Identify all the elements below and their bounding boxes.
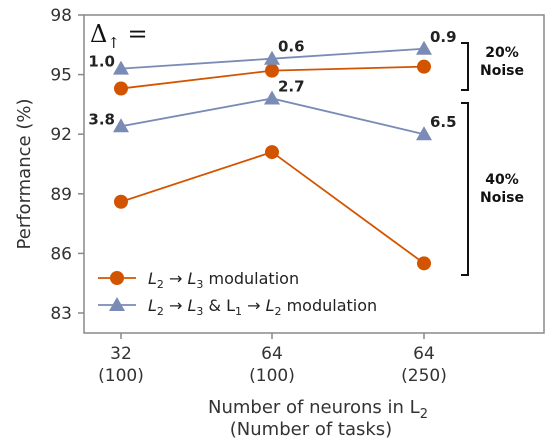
y-axis-title: Performance (%): [14, 99, 35, 250]
delta-title: Δ↑ =: [90, 20, 148, 52]
y-tick-label: 86: [50, 244, 72, 264]
data-point-triangle: [416, 40, 432, 55]
delta-annotation: 3.8: [88, 110, 115, 128]
bracket-20-line: [461, 42, 469, 91]
y-tick-label: 92: [50, 125, 72, 145]
data-point-circle: [114, 81, 128, 96]
legend-label-blue: L2 → L3 & L1 → L2 modulation: [148, 296, 377, 318]
delta-annotation: 0.6: [278, 38, 305, 56]
y-axis-ticks: 83 86 89 92 95 98: [50, 6, 84, 324]
legend-label-orange: L2 → L3 modulation: [148, 269, 299, 291]
series-line: [120, 151, 425, 265]
data-point-triangle: [113, 60, 129, 75]
legend-marker-circle: [110, 271, 124, 285]
bracket-40-label-line1: 40%: [485, 172, 519, 188]
data-point-circle: [417, 256, 431, 271]
data-point-circle: [417, 59, 431, 74]
delta-annotation: 1.0: [88, 53, 115, 71]
y-tick-label: 89: [50, 185, 72, 205]
data-point-circle: [265, 145, 279, 160]
noise-bracket-40: 40% Noise: [461, 102, 524, 276]
data-point-triangle: [113, 118, 129, 133]
bracket-40-line: [461, 102, 469, 276]
y-tick-label: 83: [50, 304, 72, 324]
x-tick-label: 64: [413, 344, 435, 364]
data-point-triangle: [416, 126, 432, 141]
data-point-circle: [114, 194, 128, 209]
data-point-triangle: [264, 90, 280, 105]
delta-annotation: 0.9: [430, 28, 457, 46]
plot-frame: [83, 14, 545, 334]
bracket-40-label-line2: Noise: [480, 190, 524, 206]
x-axis-ticks: 32(100)64(100)64(250): [98, 333, 447, 386]
x-tick-label: 32: [110, 344, 132, 364]
x-axis-title-line2: (Number of tasks): [230, 419, 392, 440]
legend: L2 → L3 modulation L2 → L3 & L1 → L2 mod…: [98, 269, 377, 318]
x-tick-sublabel: (100): [249, 366, 295, 386]
x-axis-title-line1: Number of neurons in L2: [208, 397, 428, 422]
x-tick-label: 64: [261, 344, 283, 364]
data-point-triangle: [264, 50, 280, 65]
noise-bracket-20: 20% Noise: [461, 42, 524, 91]
data-point-circle: [265, 63, 279, 78]
bracket-20-label-line1: 20%: [485, 45, 519, 61]
delta-annotation: 2.7: [278, 77, 305, 95]
delta-annotations: 1.0 0.6 0.9 3.8 2.7 6.5: [88, 28, 456, 131]
y-tick-label: 95: [50, 66, 72, 86]
legend-marker-triangle: [109, 297, 125, 311]
delta-annotation: 6.5: [430, 113, 457, 131]
x-tick-sublabel: (250): [401, 366, 447, 386]
series-layer: [113, 40, 432, 271]
x-tick-sublabel: (100): [98, 366, 144, 386]
y-tick-label: 98: [50, 6, 72, 26]
bracket-20-label-line2: Noise: [480, 63, 524, 79]
